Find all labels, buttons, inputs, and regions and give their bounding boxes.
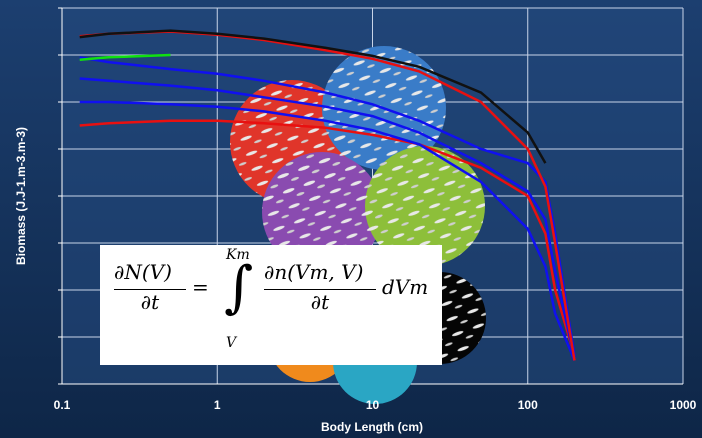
chart: Body Length (cm) Biomass (J.J-1.m-3.m-3)…: [0, 0, 702, 438]
eq-differential: dVm: [382, 275, 428, 299]
eq-rhs-den: ∂t: [264, 289, 376, 314]
eq-lhs-den: ∂t: [114, 289, 186, 314]
slide: Body Length (cm) Biomass (J.J-1.m-3.m-3)…: [0, 0, 702, 438]
eq-lhs-num: ∂N(V): [114, 260, 172, 284]
equation-box: ∂N(V) ∂t = Km ∫ V ∂n(Vm, V) ∂t dVm: [100, 245, 442, 365]
x-tick-label: 0.1: [54, 398, 71, 412]
x-tick-label: 10: [366, 398, 380, 412]
x-tick-label: 1000: [670, 398, 697, 412]
x-axis-title: Body Length (cm): [321, 420, 423, 434]
y-axis-title: Biomass (J.J-1.m-3.m-3): [14, 127, 28, 265]
eq-rhs-num: ∂n(Vm, V): [264, 260, 363, 284]
x-tick-label: 100: [518, 398, 538, 412]
eq-equals: =: [192, 275, 209, 299]
eq-lower: V: [226, 335, 236, 351]
eq-integral: ∫: [224, 255, 253, 320]
x-tick-label: 1: [214, 398, 221, 412]
